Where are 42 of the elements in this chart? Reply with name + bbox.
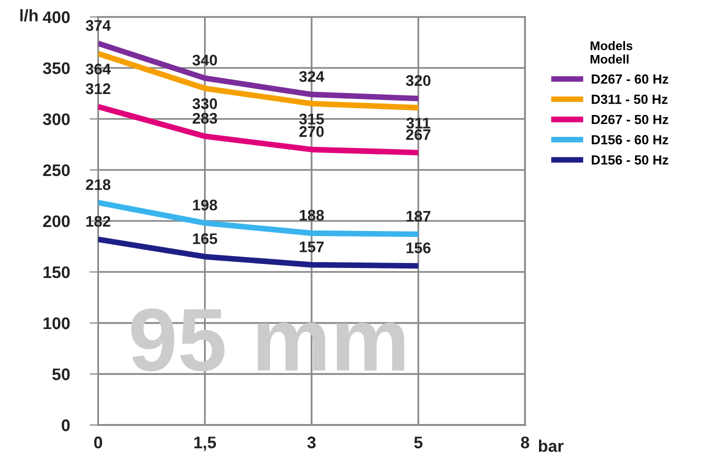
data-label: 188 (300, 210, 324, 221)
data-label: 340 (192, 54, 217, 66)
data-label: 315 (299, 114, 324, 124)
x-tick-label: 8 (520, 436, 530, 448)
y-tick-label: 400 (42, 11, 70, 24)
data-label: 218 (86, 179, 110, 190)
y-tick-label: 150 (44, 266, 70, 278)
data-label: 165 (193, 233, 218, 244)
data-label: 182 (86, 216, 110, 227)
data-label: 324 (299, 71, 324, 82)
legend-label: D267 - 50 Hz (592, 114, 668, 124)
legend-label: D267 - 60 Hz (592, 74, 668, 84)
data-label: 198 (193, 200, 218, 210)
data-label: 267 (406, 129, 430, 140)
data-label: 312 (86, 83, 110, 94)
x-tick-label: 1,5 (194, 436, 216, 451)
y-tick-label: 100 (44, 317, 70, 330)
x-tick-label: 3 (307, 436, 316, 448)
data-label: 270 (299, 126, 324, 137)
data-label: 330 (192, 98, 217, 110)
legend-label: D156 - 50 Hz (592, 155, 668, 165)
data-label: 187 (406, 210, 430, 222)
data-label: 364 (86, 64, 111, 74)
legend-label: D311 - 50 Hz (592, 94, 668, 104)
legend-label: D156 - 60 Hz (592, 135, 668, 144)
y-tick-label: 250 (43, 164, 70, 176)
y-axis-title: l/h (20, 9, 38, 22)
data-label: 374 (86, 20, 111, 31)
y-tick-label: 0 (62, 419, 70, 432)
y-tick-label: 50 (52, 368, 70, 380)
data-label: 283 (192, 112, 218, 124)
y-tick-label: 300 (42, 113, 70, 126)
x-axis-title: bar (538, 440, 564, 452)
data-label: 156 (406, 242, 431, 254)
x-tick-label: 0 (94, 436, 102, 448)
y-tick-label: 350 (42, 62, 70, 74)
legend-title: Models Modell (590, 41, 632, 64)
data-label: 157 (300, 242, 324, 252)
data-label: 311 (406, 118, 430, 128)
data-label: 320 (406, 75, 430, 86)
y-tick-label: 200 (43, 215, 70, 228)
x-tick-label: 5 (414, 436, 422, 448)
